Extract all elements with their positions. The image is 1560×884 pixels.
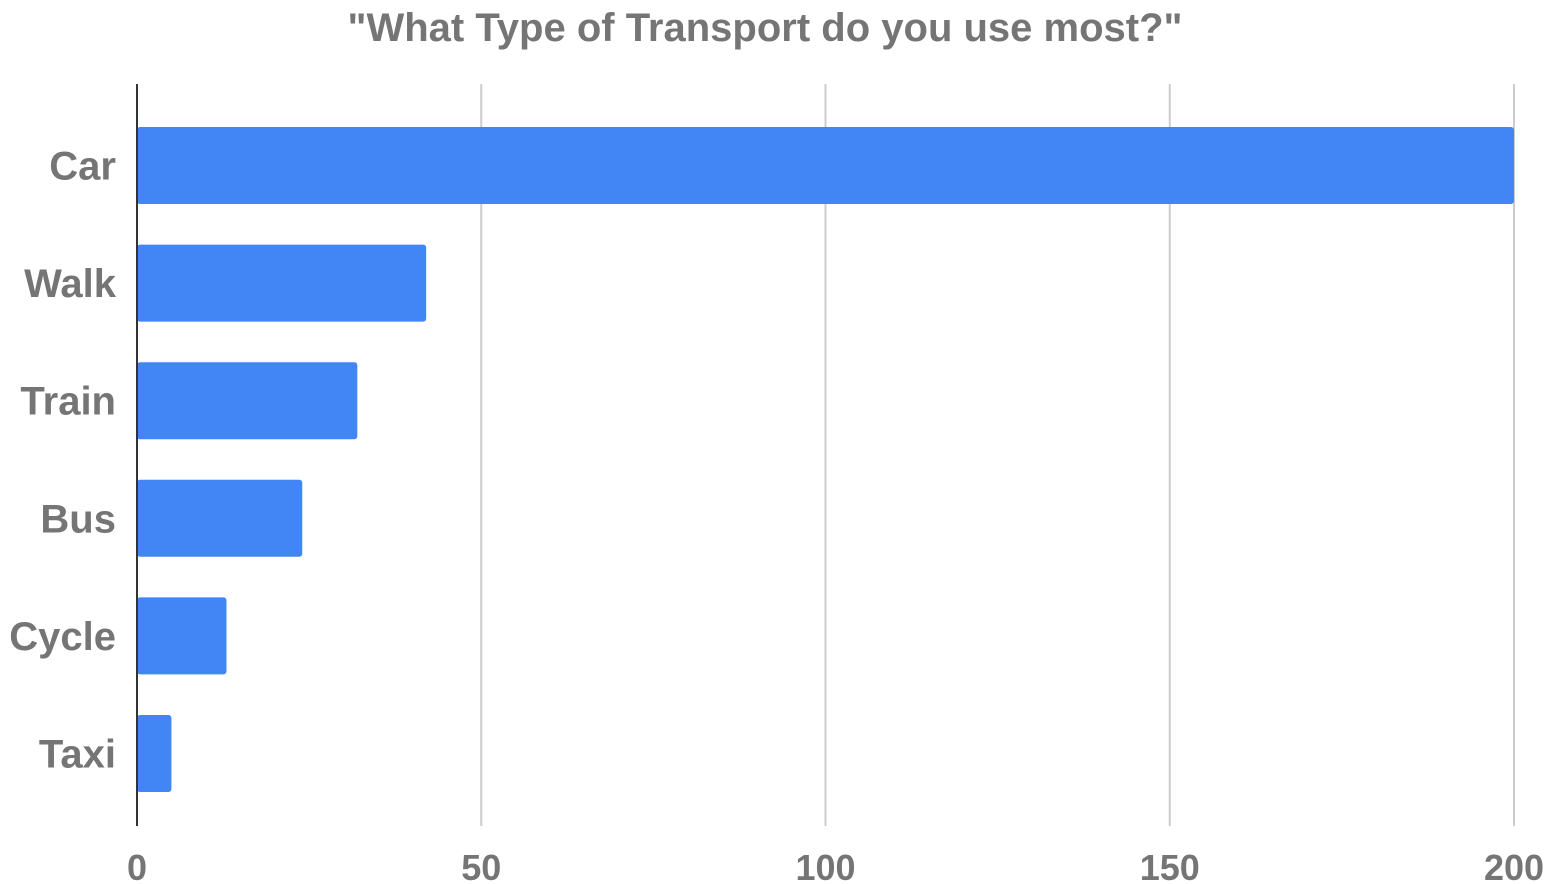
x-tick-label-50: 50 [461,847,501,884]
bar-train [137,362,358,440]
category-label-car: Car [49,145,116,189]
bar-bus [137,479,303,557]
category-label-train: Train [20,380,116,424]
bar-cycle [137,597,227,675]
grid-lines [480,84,1515,826]
x-tick-labels: 0 50 100 150 200 [127,847,1544,884]
bars [137,127,1514,792]
bar-car [137,127,1514,204]
x-tick-label-200: 200 [1484,847,1544,884]
x-tick-label-150: 150 [1140,847,1200,884]
category-label-walk: Walk [24,262,117,306]
x-tick-label-0: 0 [127,847,147,884]
category-label-cycle: Cycle [9,615,116,659]
bar-walk [137,244,427,322]
category-label-taxi: Taxi [39,733,116,777]
chart-title: "What Type of Transport do you use most?… [347,6,1183,50]
category-label-bus: Bus [40,497,116,541]
bar-taxi [137,715,172,792]
category-labels: Car Walk Train Bus Cycle Taxi [9,145,117,777]
x-tick-label-100: 100 [795,847,855,884]
